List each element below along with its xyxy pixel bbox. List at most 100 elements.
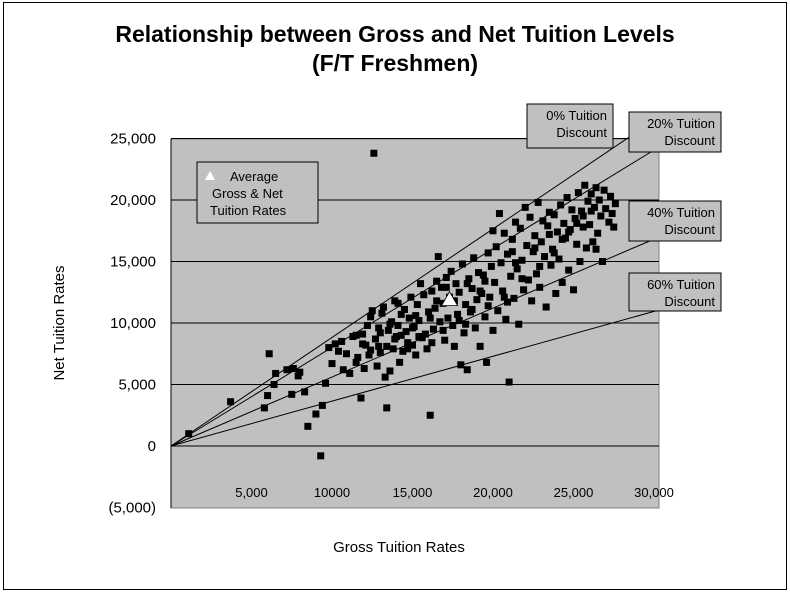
data-point: [407, 293, 415, 301]
data-point: [516, 224, 524, 232]
data-point: [444, 314, 452, 322]
data-point: [545, 208, 553, 216]
label-box: [526, 103, 614, 149]
data-point: [505, 378, 513, 386]
data-point: [549, 245, 557, 253]
data-point: [426, 314, 434, 322]
data-point: [495, 210, 503, 218]
data-point: [391, 335, 399, 343]
data-point: [471, 324, 479, 332]
y-tick-label: 10,000: [110, 315, 156, 332]
data-point: [598, 258, 606, 265]
label-line: 60% Tuition: [647, 277, 715, 292]
legend-box: [196, 161, 319, 224]
data-point: [294, 372, 302, 380]
data-point: [383, 342, 391, 350]
reference-line-label: 0% Tuition Discount: [526, 103, 614, 149]
data-point: [557, 201, 565, 209]
data-point: [576, 258, 584, 265]
data-point: [384, 326, 392, 334]
data-point: [312, 410, 320, 418]
data-point: [581, 181, 589, 189]
x-axis-title: Gross Tuition Rates: [333, 539, 465, 556]
data-point: [528, 297, 536, 305]
data-point: [563, 194, 571, 202]
data-point: [412, 312, 420, 320]
average-marker-layer: [440, 290, 459, 307]
data-point: [524, 276, 532, 284]
data-point: [512, 259, 520, 267]
data-point: [367, 313, 375, 321]
data-point: [394, 321, 402, 329]
label-line: Discount: [664, 294, 715, 309]
data-point: [544, 222, 552, 230]
x-tick-label: 20,000: [473, 485, 513, 500]
data-point: [404, 339, 412, 347]
data-point: [400, 305, 408, 313]
reference-line: [170, 236, 660, 447]
chart-title-block: Relationship between Gross and Net Tuiti…: [0, 20, 790, 78]
data-point: [507, 272, 515, 280]
data-point: [423, 345, 431, 353]
data-point: [558, 235, 566, 243]
data-point: [439, 326, 447, 334]
data-point: [325, 344, 333, 352]
data-point: [468, 305, 476, 313]
data-point: [317, 452, 325, 460]
data-point: [571, 214, 579, 222]
x-tick-label: 5,000: [235, 485, 268, 500]
y-tick-label: 5,000: [118, 377, 156, 394]
data-point: [573, 219, 581, 227]
data-point: [404, 345, 412, 353]
data-point: [425, 308, 433, 316]
y-tick-label: 25,000: [110, 131, 156, 148]
data-point: [513, 265, 521, 273]
data-point: [428, 287, 436, 295]
data-point: [227, 398, 235, 406]
data-point: [380, 303, 388, 311]
data-point: [552, 289, 560, 297]
data-point: [289, 365, 297, 373]
reference-line: [170, 116, 660, 447]
data-point: [433, 297, 441, 305]
scatter-points: [185, 149, 619, 460]
data-point: [331, 340, 339, 348]
data-point: [413, 301, 421, 309]
data-point: [534, 198, 542, 206]
data-point: [468, 285, 476, 293]
data-point: [518, 256, 526, 264]
reference-line-label: 40% Tuition Discount: [628, 200, 722, 242]
data-point: [500, 229, 508, 237]
data-point: [368, 307, 376, 315]
data-point: [270, 381, 278, 388]
data-point: [487, 262, 495, 270]
average-point: [440, 290, 459, 307]
data-point: [541, 253, 549, 261]
data-point: [532, 270, 540, 278]
data-point: [523, 242, 531, 250]
data-point: [565, 228, 573, 236]
data-point: [607, 192, 615, 200]
data-point: [570, 286, 577, 294]
data-point: [515, 320, 523, 328]
data-point: [578, 207, 586, 215]
label-line: 0% Tuition: [546, 108, 607, 123]
data-point: [550, 211, 558, 219]
data-point: [592, 245, 600, 253]
data-point: [426, 411, 434, 419]
data-point: [328, 360, 336, 368]
data-point: [573, 240, 581, 248]
data-point: [458, 260, 466, 268]
data-point: [264, 392, 272, 400]
data-point: [568, 206, 576, 214]
data-point: [574, 189, 582, 197]
data-point: [489, 227, 497, 235]
label-line: Discount: [556, 125, 607, 140]
data-point: [338, 337, 346, 345]
data-point: [479, 271, 487, 279]
x-tick-label: 15,000: [393, 485, 433, 500]
data-point: [463, 280, 471, 288]
data-point: [454, 310, 462, 318]
data-point: [442, 273, 450, 281]
